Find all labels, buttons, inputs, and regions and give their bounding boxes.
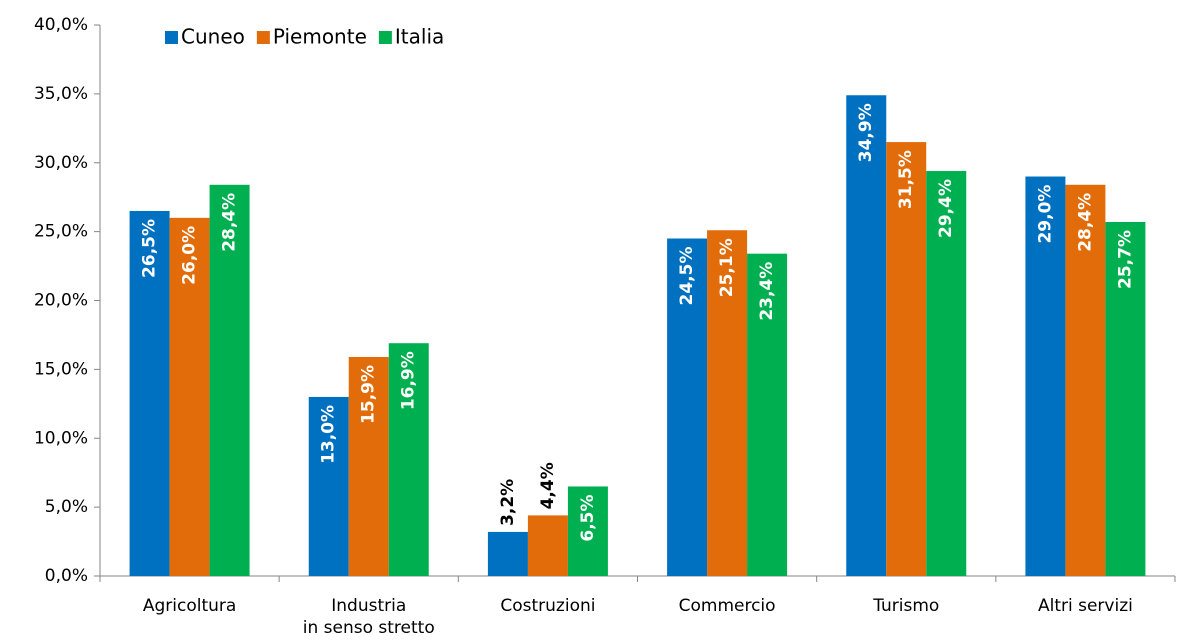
value-label: 34,9%: [856, 103, 876, 162]
value-label: 24,5%: [677, 247, 697, 306]
value-label: 15,9%: [359, 365, 379, 424]
bar: [1105, 221, 1146, 577]
value-label: 28,4%: [1075, 193, 1095, 252]
bar: [926, 171, 967, 576]
bar: [308, 396, 349, 576]
value-label: 29,4%: [936, 179, 956, 238]
bar: [487, 531, 528, 576]
y-tick-label: 40,0%: [34, 15, 88, 35]
value-label: 25,7%: [1115, 230, 1135, 289]
value-label: 25,1%: [717, 238, 737, 297]
bar: [707, 230, 748, 576]
legend-label: Piemonte: [273, 25, 367, 49]
value-label: 29,0%: [1035, 185, 1055, 244]
legend-label: Cuneo: [181, 25, 245, 49]
bar: [169, 217, 210, 576]
bar: [348, 356, 389, 576]
bar: [388, 343, 429, 576]
legend-label: Italia: [395, 25, 444, 49]
bar: [1025, 176, 1066, 576]
bar: [1065, 184, 1106, 577]
bar: [567, 486, 608, 576]
value-label: 3,2%: [498, 479, 518, 526]
y-tick-label: 0,0%: [45, 566, 88, 586]
value-label: 26,0%: [180, 226, 200, 285]
y-tick-label: 30,0%: [34, 153, 88, 173]
value-label: 4,4%: [538, 462, 558, 509]
x-tick-label: Costruzioni: [500, 596, 595, 616]
x-tick-label: Turismo: [872, 596, 939, 616]
x-tick-label: Industria in senso stretto: [303, 596, 435, 638]
value-label: 31,5%: [896, 150, 916, 209]
value-label: 6,5%: [578, 494, 598, 541]
value-label: 28,4%: [220, 193, 240, 252]
y-tick-label: 10,0%: [34, 428, 88, 448]
y-tick-label: 25,0%: [34, 222, 88, 242]
x-tick-label: Altri servizi: [1038, 596, 1133, 616]
bar: [129, 210, 170, 576]
x-tick-label: Agricoltura: [143, 596, 236, 616]
bar: [846, 95, 887, 576]
legend-swatch: [378, 31, 392, 44]
bar: [527, 515, 568, 576]
value-label: 13,0%: [319, 405, 339, 464]
x-tick-label: Commercio: [679, 596, 776, 616]
y-tick-label: 5,0%: [45, 497, 88, 517]
bar: [747, 253, 788, 577]
y-tick-label: 35,0%: [34, 84, 88, 104]
bar: [667, 238, 708, 576]
y-tick-label: 15,0%: [34, 359, 88, 379]
value-label: 23,4%: [757, 262, 777, 321]
value-label: 26,5%: [140, 219, 160, 278]
legend-swatch: [165, 31, 178, 44]
bar: [209, 184, 250, 577]
y-tick-label: 20,0%: [34, 291, 88, 311]
bar: [886, 142, 927, 576]
value-label: 16,9%: [399, 351, 419, 410]
legend-swatch: [256, 31, 270, 44]
